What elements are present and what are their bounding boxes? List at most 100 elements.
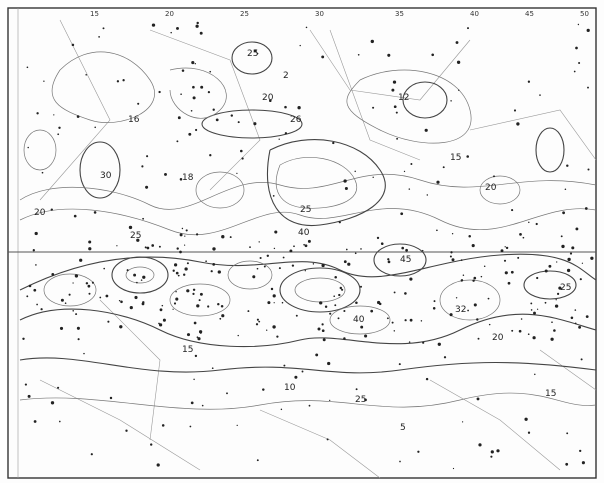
star-dot <box>134 295 138 300</box>
star-dot <box>581 262 584 264</box>
star-dot <box>307 239 311 243</box>
star-dot <box>487 297 490 300</box>
star-dot <box>175 297 179 301</box>
star-dot <box>471 244 475 248</box>
contour-value-label: 12 <box>398 93 409 103</box>
star-dot <box>161 424 165 427</box>
star-dot <box>304 244 308 248</box>
star-dot <box>230 114 233 117</box>
star-dot <box>516 122 520 126</box>
contour-line <box>19 392 597 410</box>
star-dot <box>393 291 396 294</box>
star-dot <box>436 229 438 232</box>
contour-line <box>231 41 273 75</box>
star-dot <box>451 258 455 262</box>
star-dot <box>282 256 285 259</box>
star-dot <box>321 55 325 59</box>
star-dot <box>201 404 204 407</box>
star-dot <box>156 463 160 467</box>
contour-line <box>346 69 472 144</box>
star-dot <box>574 322 577 325</box>
star-dot <box>536 276 539 280</box>
star-dot <box>176 140 179 143</box>
star-dot <box>256 52 259 55</box>
star-dot <box>326 438 329 441</box>
contour-line <box>373 243 427 277</box>
star-dot <box>90 453 93 456</box>
star-dot <box>102 27 105 30</box>
grid-line <box>469 109 597 161</box>
star-dot <box>442 166 445 169</box>
top-tick-labels: 15 20 25 30 35 40 45 50 <box>90 10 589 18</box>
star-dot <box>256 267 259 270</box>
star-dot <box>137 102 140 105</box>
star-dot <box>133 273 137 277</box>
star-dot <box>226 392 228 395</box>
contour-value-label: 10 <box>284 383 296 393</box>
star-dot <box>210 270 213 273</box>
contour-value-label: 25 <box>300 205 311 215</box>
star-dot <box>321 323 324 326</box>
star-dot <box>299 44 301 47</box>
star-dot <box>229 236 232 239</box>
star-dot <box>400 212 404 216</box>
star-dot <box>575 46 578 50</box>
star-dot <box>338 221 341 224</box>
star-dot <box>297 106 301 110</box>
star-dot <box>291 264 295 267</box>
star-dot <box>199 331 202 334</box>
star-dot <box>192 96 196 100</box>
star-dot <box>339 286 343 290</box>
star-dot <box>558 286 562 290</box>
star-dot <box>432 307 436 310</box>
contour-line <box>169 283 231 317</box>
star-dot <box>200 85 204 89</box>
star-dot <box>571 246 575 250</box>
star-dot <box>175 290 177 293</box>
star-dot <box>354 170 356 173</box>
star-dot <box>332 141 335 145</box>
contour-value-label: 5 <box>400 423 406 433</box>
star-dot <box>159 323 163 327</box>
star-dot <box>560 235 563 238</box>
star-dot <box>488 323 491 326</box>
star-dot <box>490 455 493 458</box>
star-dot <box>573 70 576 73</box>
star-dot <box>480 275 483 278</box>
contour-line <box>51 51 155 123</box>
star-dot <box>161 304 164 307</box>
contour-line <box>19 308 597 348</box>
star-dot <box>249 246 251 248</box>
star-dot <box>27 146 29 149</box>
star-dot <box>461 421 464 423</box>
contour-value-label: 15 <box>450 153 461 163</box>
star-dot <box>71 43 75 47</box>
contour-value-label: 32 <box>455 305 466 315</box>
star-dot <box>281 301 284 304</box>
star-dot <box>555 299 557 301</box>
star-dot <box>177 116 181 120</box>
star-dot <box>91 281 94 284</box>
star-dot <box>184 244 186 246</box>
contour-value-label: 20 <box>492 333 504 343</box>
star-dot <box>128 225 133 230</box>
star-dot <box>278 138 280 140</box>
star-dot <box>57 386 60 389</box>
contour-value-label: 25 <box>130 231 141 241</box>
star-dot <box>36 303 38 306</box>
star-dot <box>221 235 225 239</box>
star-dot <box>518 329 522 333</box>
star-dot <box>26 295 29 298</box>
star-dot <box>553 329 556 332</box>
star-dot <box>466 155 469 158</box>
star-dot <box>28 284 32 288</box>
star-dot <box>150 443 153 446</box>
star-dot <box>267 301 271 305</box>
star-dot <box>426 194 429 196</box>
star-dot <box>329 312 332 315</box>
star-dot <box>186 333 191 337</box>
star-dot <box>176 247 179 250</box>
star-dot <box>533 311 536 315</box>
star-dot <box>188 132 192 136</box>
